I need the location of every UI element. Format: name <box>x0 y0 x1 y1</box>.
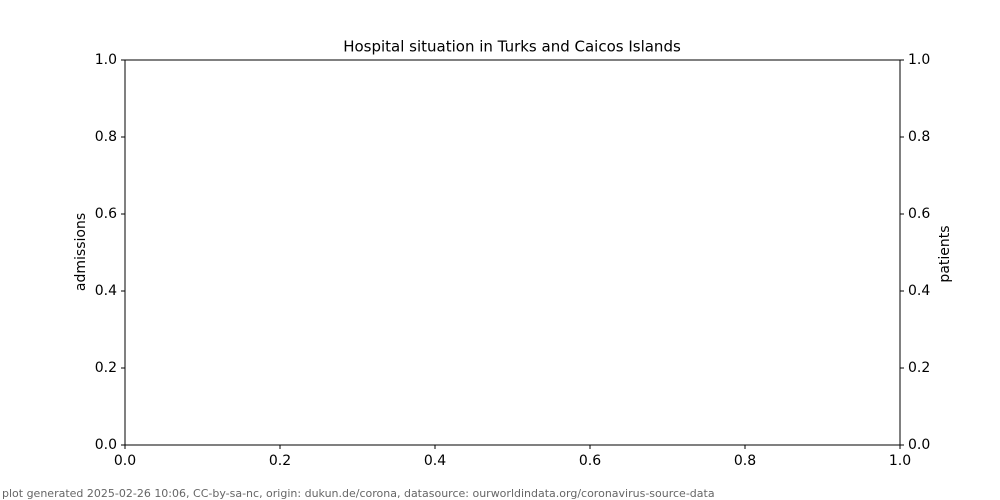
y-tick-label: 0.6 <box>95 206 117 222</box>
y2-tick-label: 0.6 <box>908 206 930 222</box>
y-tick-label: 0.8 <box>95 129 117 145</box>
x-tick-label: 0.4 <box>424 453 446 469</box>
y2-axis-label: patients <box>937 225 953 282</box>
y-tick-label: 0.4 <box>95 283 117 299</box>
x-tick-label: 1.0 <box>889 453 911 469</box>
x-tick-label: 0.0 <box>114 453 136 469</box>
footer: plot generated 2025-02-26 10:06, CC-by-s… <box>2 487 715 500</box>
x-tick-label: 0.6 <box>579 453 601 469</box>
chart-title: Hospital situation in Turks and Caicos I… <box>343 38 681 56</box>
y2-tick-label: 0.4 <box>908 283 930 299</box>
y2-tick-label: 0.2 <box>908 360 930 376</box>
y2-tick-label: 0.0 <box>908 437 930 453</box>
y2-tick-label: 0.8 <box>908 129 930 145</box>
plot-frame <box>124 59 901 446</box>
y-tick-label: 0.0 <box>95 437 117 453</box>
y-tick-label: 1.0 <box>95 52 117 68</box>
y2-tick-label: 1.0 <box>908 52 930 68</box>
x-tick-label: 0.2 <box>269 453 291 469</box>
x-tick-label: 0.8 <box>734 453 756 469</box>
y-axis-label: admissions <box>73 213 89 291</box>
y-tick-label: 0.2 <box>95 360 117 376</box>
